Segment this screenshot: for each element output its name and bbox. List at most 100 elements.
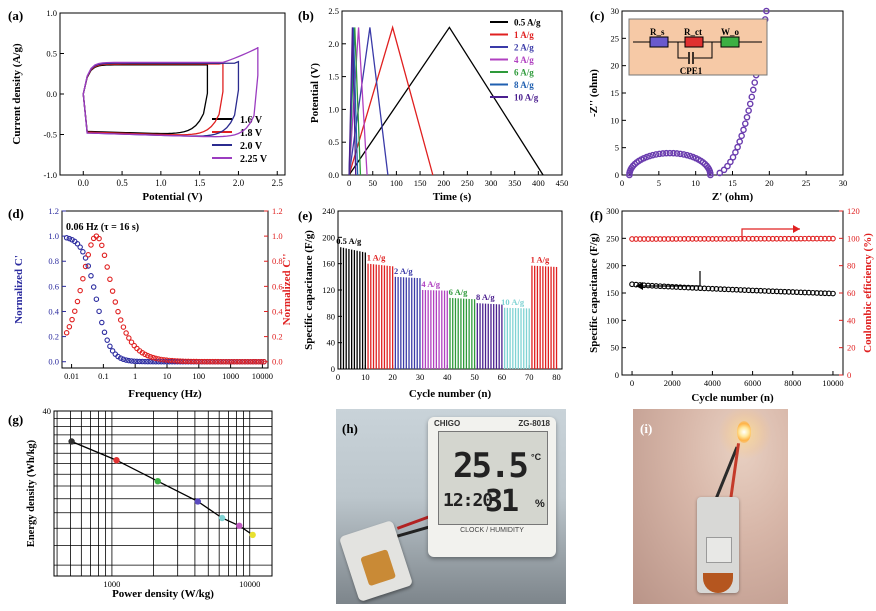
capacitance-point	[709, 285, 716, 292]
x-tick-label: 1000	[222, 371, 239, 381]
y-tick-label: 40	[327, 338, 336, 348]
label-cpe: CPE1	[680, 66, 703, 76]
efficiency-point	[717, 235, 724, 242]
c-prime-point	[101, 329, 108, 336]
y-tick-label: 2.5	[328, 6, 339, 16]
x-tick-label: 20	[388, 372, 397, 382]
panel-letter: (b)	[298, 8, 314, 23]
efficiency-point	[797, 235, 804, 242]
capacitance-point	[673, 284, 680, 290]
nyquist-point	[736, 138, 743, 145]
efficiency-point	[661, 236, 668, 242]
x-axis-label: Potential (V)	[142, 191, 203, 203]
nyquist-point	[673, 150, 681, 157]
capacitance-point	[830, 290, 836, 297]
y-tick-label: 0.6	[272, 281, 283, 291]
x-axis-label: Time (s)	[433, 191, 472, 203]
efficiency-point	[681, 236, 688, 242]
x-tick-label: 25	[802, 178, 811, 188]
gcd-curve-1	[348, 25, 434, 176]
nyquist-point	[663, 149, 670, 157]
nyquist-point	[686, 152, 694, 160]
cv-curve-0	[82, 64, 209, 135]
efficiency-point	[641, 236, 647, 242]
x-tick-label: 350	[508, 178, 521, 188]
c-prime-point	[139, 358, 146, 365]
capacitance-point	[785, 289, 792, 295]
y-tick-label: 0.8	[48, 256, 59, 266]
capacitance-point	[765, 288, 772, 294]
meter-model: ZG-8018	[518, 419, 550, 428]
x-tick-label: 300	[485, 178, 498, 188]
efficiency-point	[757, 235, 764, 242]
x-tick-label: 0.1	[98, 371, 109, 381]
efficiency-point	[637, 236, 643, 242]
capacitance-point	[721, 286, 728, 293]
ragone-point	[218, 514, 226, 522]
nyquist-point	[683, 151, 691, 159]
capacitance-point	[826, 290, 832, 297]
nyquist-point	[629, 162, 637, 170]
c-double-prime-point	[101, 252, 108, 259]
efficiency-point	[810, 235, 816, 242]
efficiency-point	[733, 235, 740, 242]
c-prime-point	[117, 355, 124, 361]
x-tick-label: 200	[437, 178, 450, 188]
c-double-prime-point	[155, 356, 162, 362]
y-tick-label: 200	[322, 232, 335, 242]
c-double-prime-point	[177, 358, 183, 364]
legend-label: 1.8 V	[240, 128, 263, 139]
efficiency-point	[657, 236, 664, 242]
nyquist-point	[670, 149, 677, 157]
nyquist-point	[677, 150, 684, 158]
ragone-point	[154, 477, 161, 485]
c-prime-point	[126, 357, 132, 364]
c-double-prime-point	[185, 358, 192, 365]
legend-label: 2.0 V	[240, 141, 263, 152]
efficiency-point	[705, 236, 712, 242]
c-double-prime-point	[82, 263, 89, 270]
efficiency-point	[721, 235, 728, 242]
y-tick-label: 0.4	[272, 306, 283, 316]
capacitance-point	[733, 286, 740, 293]
capacitance-point	[805, 289, 812, 296]
y-tick-label: 20	[847, 343, 856, 353]
y-axis-label: Normalized C'	[13, 255, 25, 324]
chart-b-frame	[341, 10, 563, 176]
arrow-right-icon	[741, 228, 800, 240]
y-axis-label-right: Coulombic efficiency (%)	[862, 233, 874, 353]
capacitance-point	[741, 287, 748, 293]
capacitance-point	[749, 287, 756, 294]
nyquist-point	[643, 153, 650, 161]
y-tick-label: 15	[611, 88, 620, 98]
capacitance-point	[725, 286, 732, 293]
c-double-prime-point	[112, 299, 119, 305]
x-tick-label: 0	[630, 378, 634, 388]
c-prime-point	[85, 263, 92, 269]
c-double-prime-point	[107, 276, 113, 283]
nyquist-point	[763, 7, 770, 15]
label-rs: R_s	[650, 27, 665, 37]
warburg-icon	[720, 36, 740, 48]
nyquist-point	[734, 143, 741, 151]
time-readout: 12:20	[443, 490, 493, 511]
legend-label: 2 A/g	[514, 43, 534, 53]
capacitance-point	[769, 288, 776, 295]
c-prime-point	[90, 284, 97, 290]
c-prime-point	[80, 249, 86, 255]
nyquist-point	[732, 149, 739, 156]
efficiency-point	[697, 236, 704, 242]
c-double-prime-point	[239, 358, 246, 365]
c-double-prime-point	[258, 358, 265, 365]
y-tick-label: 0.4	[48, 306, 59, 316]
rate-label-0: 0.5 A/g	[336, 236, 362, 246]
chart-f-frame	[621, 210, 844, 376]
x-tick-label: 10	[361, 372, 370, 382]
y-axis-label-right: Normalized C''	[281, 254, 293, 326]
x-tick-label: 40	[443, 372, 452, 382]
c-prime-point	[63, 235, 70, 241]
y-tick-label: 0	[615, 170, 619, 180]
c-double-prime-point	[250, 358, 256, 365]
x-axis-label: Cycle number (n)	[691, 392, 774, 404]
legend-label: 2.25 V	[240, 154, 268, 165]
